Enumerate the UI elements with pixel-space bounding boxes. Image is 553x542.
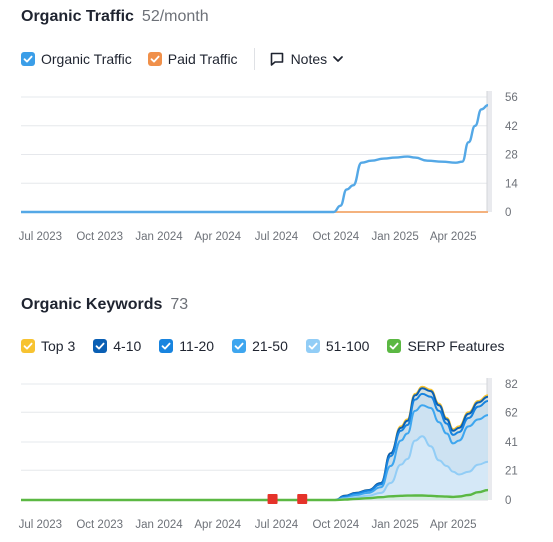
y-tick-label: 82 (505, 379, 518, 391)
series-serp-features (20, 488, 489, 502)
legend-label: Organic Traffic (41, 51, 132, 67)
traffic-title-row: Organic Traffic 52/month (21, 8, 209, 26)
y-tick-label: 56 (505, 92, 518, 104)
check-icon[interactable] (387, 339, 402, 353)
legend-label: Paid Traffic (167, 51, 238, 67)
legend-11-20[interactable]: 11-20 (159, 338, 214, 354)
organic-keywords-chart[interactable]: 0 21 41 62 82 Jul 2023 Oct 2023 Jan 2024 Apr 202… (0, 375, 553, 540)
legend-paid-traffic[interactable]: Paid Traffic (147, 51, 238, 67)
x-tick-label: Jul 2024 (255, 519, 299, 531)
range-edge (487, 91, 492, 212)
y-tick-label: 0 (505, 495, 511, 507)
flag-marker (267, 494, 278, 504)
keywords-legend: Top 3 4-10 11-20 21-50 51-100 SERP Featu… (21, 338, 504, 354)
x-tick-label: Apr 2025 (430, 519, 477, 531)
x-tick-label: Apr 2025 (430, 231, 477, 243)
x-tick-label: Jul 2023 (19, 519, 62, 531)
x-tick-label: Oct 2023 (76, 231, 123, 243)
y-tick-label: 14 (505, 178, 518, 190)
check-icon[interactable] (93, 339, 108, 353)
legend-label: 4-10 (113, 338, 142, 354)
check-icon[interactable] (21, 52, 35, 66)
x-tick-label: Jan 2025 (371, 231, 418, 243)
check-icon[interactable] (21, 339, 35, 353)
x-tick-label: Oct 2023 (76, 519, 123, 531)
x-tick-label: Apr 2024 (194, 231, 241, 243)
legend-51-100[interactable]: 51-100 (305, 338, 370, 354)
organic-keywords-section: Organic Keywords 73 Top 3 4-10 11-20 21-… (0, 290, 553, 542)
legend-4-10[interactable]: 4-10 (93, 338, 141, 354)
y-tick-label: 21 (505, 465, 518, 477)
traffic-subtitle: 52/month (141, 8, 209, 25)
legend-label: 51-100 (325, 338, 370, 354)
y-tick-label: 28 (505, 150, 518, 162)
check-icon[interactable] (305, 339, 320, 353)
x-tick-label: Jul 2024 (255, 231, 299, 243)
legend-serp-features[interactable]: SERP Features (387, 338, 504, 354)
legend-label: Top 3 (41, 338, 76, 354)
notes-dropdown[interactable]: Notes (269, 51, 344, 67)
legend-top-3[interactable]: Top 3 (21, 338, 75, 354)
y-tick-label: 0 (505, 207, 511, 219)
legend-21-50[interactable]: 21-50 (232, 338, 288, 354)
series-organic-traffic (21, 104, 489, 214)
check-icon[interactable] (147, 52, 162, 66)
x-tick-label: Oct 2024 (312, 519, 359, 531)
organic-traffic-section: Organic Traffic 52/month Organic Traffic… (0, 0, 553, 260)
legend-label: 11-20 (179, 338, 215, 354)
x-tick-label: Apr 2024 (194, 519, 241, 531)
legend-divider (253, 48, 255, 70)
x-tick-label: Oct 2024 (312, 231, 359, 243)
x-tick-label: Jul 2023 (19, 231, 62, 243)
notes-label: Notes (290, 51, 328, 67)
chevron-down-icon (333, 55, 343, 63)
traffic-title: Organic Traffic (21, 8, 134, 25)
organic-traffic-chart[interactable]: 0 14 28 42 56 Jul 2023 Oct 2023 Jan 2024 Apr 202… (0, 85, 553, 255)
x-tick-label: Jan 2025 (371, 519, 418, 531)
traffic-legend: Organic Traffic Paid Traffic Notes (21, 48, 343, 70)
x-tick-label: Jan 2024 (135, 231, 183, 243)
check-icon[interactable] (232, 339, 247, 353)
area-serp-features (21, 490, 488, 500)
y-tick-label: 41 (505, 437, 518, 449)
x-tick-label: Jan 2024 (135, 519, 183, 531)
keywords-subtitle: 73 (170, 296, 189, 313)
keywords-title-row: Organic Keywords 73 (21, 296, 188, 314)
area-51-100 (21, 436, 488, 500)
flag-marker (297, 494, 308, 504)
legend-label: 21-50 (252, 338, 288, 354)
check-icon[interactable] (159, 339, 174, 353)
keywords-title: Organic Keywords (21, 296, 163, 313)
range-edge (487, 378, 492, 500)
y-tick-label: 42 (505, 121, 518, 133)
y-tick-label: 62 (505, 407, 518, 419)
legend-organic-traffic[interactable]: Organic Traffic (21, 51, 132, 67)
legend-label: SERP Features (407, 338, 505, 354)
comment-icon (269, 51, 285, 67)
